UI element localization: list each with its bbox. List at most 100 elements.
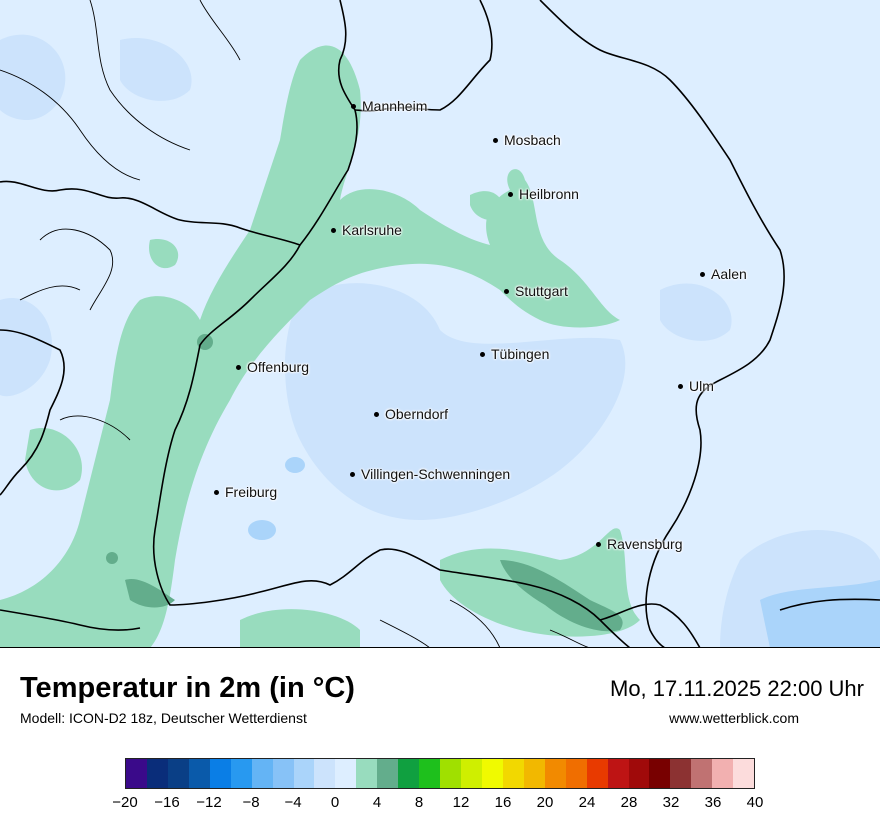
city-dot — [596, 541, 601, 547]
legend-swatch — [691, 759, 713, 788]
city-label: Villingen-Schwenningen — [350, 466, 510, 482]
legend-tick-label: 40 — [746, 794, 764, 811]
legend-tick-label: −16 — [154, 794, 180, 811]
city-dot — [214, 489, 219, 495]
legend-tick-label: −12 — [196, 794, 222, 811]
city-name: Aalen — [711, 266, 747, 282]
legend-swatch — [733, 759, 755, 788]
city-dot — [480, 351, 485, 357]
city-label: Mosbach — [493, 132, 561, 148]
legend-swatch — [419, 759, 441, 788]
legend-tick-label: 4 — [372, 794, 382, 811]
color-legend: −20 −16 −12 −8 −4 0 4 8 12 16 20 24 28 32 36 40 — [112, 758, 763, 811]
city-dot — [493, 137, 498, 143]
cold-areas — [0, 34, 880, 647]
city-label: Karlsruhe — [331, 222, 402, 238]
website-link[interactable]: www.wetterblick.com — [669, 710, 799, 726]
city-label: Ulm — [678, 378, 714, 394]
legend-swatch — [440, 759, 461, 788]
city-name: Mosbach — [504, 132, 561, 148]
map-title: Temperatur in 2m (in °C) — [20, 672, 355, 704]
legend-swatch — [523, 759, 545, 788]
mild-areas — [0, 45, 640, 647]
legend-swatch — [461, 759, 482, 788]
city-dot — [700, 271, 705, 277]
city-name: Villingen-Schwenningen — [361, 466, 511, 482]
model-source: Modell: ICON-D2 18z, Deutscher Wetterdie… — [20, 710, 307, 726]
legend-swatch — [251, 759, 273, 788]
legend-swatch — [607, 759, 629, 788]
legend-swatch — [502, 759, 524, 788]
legend-swatch — [314, 759, 336, 788]
minor-borders — [0, 0, 589, 647]
legend-tick-label: −4 — [284, 794, 302, 811]
legend-colorbar — [125, 758, 755, 789]
legend-swatch — [356, 759, 378, 788]
legend-tick-label: −20 — [112, 794, 138, 811]
city-label: Ravensburg — [596, 536, 683, 552]
city-label: Mannheim — [351, 98, 427, 114]
temperature-map[interactable]: Mannheim Mosbach Heilbronn Karlsruhe Aal… — [0, 0, 880, 648]
legend-tick-label: 32 — [662, 794, 680, 811]
city-dot — [331, 227, 336, 233]
city-dot — [236, 364, 241, 370]
legend-swatch — [481, 759, 503, 788]
city-label: Oberndorf — [374, 406, 448, 422]
city-dot — [350, 471, 355, 477]
city-name: Stuttgart — [515, 283, 568, 299]
city-name: Karlsruhe — [342, 222, 402, 238]
legend-swatch — [335, 759, 357, 788]
city-name: Heilbronn — [519, 186, 579, 202]
legend-tick-label: 24 — [578, 794, 596, 811]
legend-swatch — [586, 759, 608, 788]
legend-swatch — [398, 759, 420, 788]
borders — [0, 0, 880, 647]
legend-tick-label: 12 — [452, 794, 470, 811]
legend-swatch — [230, 759, 252, 788]
city-name: Ravensburg — [607, 536, 683, 552]
legend-swatch — [167, 759, 189, 788]
city-name: Offenburg — [247, 359, 310, 375]
legend-swatch — [293, 759, 315, 788]
city-label: Heilbronn — [508, 186, 579, 202]
legend-tick-label: 36 — [704, 794, 722, 811]
legend-tick-label: 28 — [620, 794, 638, 811]
city-label: Offenburg — [236, 359, 309, 375]
legend-ticks: −20 −16 −12 −8 −4 0 4 8 12 16 20 24 28 32 36 40 — [112, 789, 763, 811]
city-dot — [508, 191, 513, 197]
city-label: Tübingen — [480, 346, 549, 362]
legend-swatch — [377, 759, 399, 788]
city-dot — [374, 411, 379, 417]
city-name: Ulm — [689, 378, 714, 394]
legend-swatch — [146, 759, 168, 788]
legend-tick-label: 20 — [536, 794, 554, 811]
legend-swatch — [628, 759, 650, 788]
legend-swatch — [565, 759, 587, 788]
map-canvas — [0, 0, 880, 647]
legend-swatch — [712, 759, 734, 788]
legend-swatch — [544, 759, 566, 788]
forecast-datetime: Mo, 17.11.2025 22:00 Uhr — [610, 676, 864, 701]
city-dot — [351, 103, 356, 109]
legend-swatch — [272, 759, 294, 788]
city-label: Stuttgart — [504, 283, 568, 299]
legend-swatch — [649, 759, 671, 788]
city-label: Aalen — [700, 266, 747, 282]
city-name: Tübingen — [491, 346, 550, 362]
city-name: Mannheim — [362, 98, 428, 114]
city-dot — [678, 383, 683, 389]
legend-tick-label: 8 — [414, 794, 424, 811]
legend-swatch — [126, 759, 147, 788]
city-dot — [504, 288, 509, 294]
city-name: Oberndorf — [385, 406, 449, 422]
legend-tick-label: 0 — [330, 794, 340, 811]
city-label: Freiburg — [214, 484, 277, 500]
legend-tick-label: 16 — [494, 794, 512, 811]
city-name: Freiburg — [225, 484, 278, 500]
legend-swatch — [209, 759, 231, 788]
map-footer: Temperatur in 2m (in °C) Modell: ICON-D2… — [0, 648, 880, 830]
legend-swatch — [670, 759, 692, 788]
legend-swatch — [188, 759, 210, 788]
colder-spots — [248, 457, 880, 647]
legend-tick-label: −8 — [242, 794, 260, 811]
